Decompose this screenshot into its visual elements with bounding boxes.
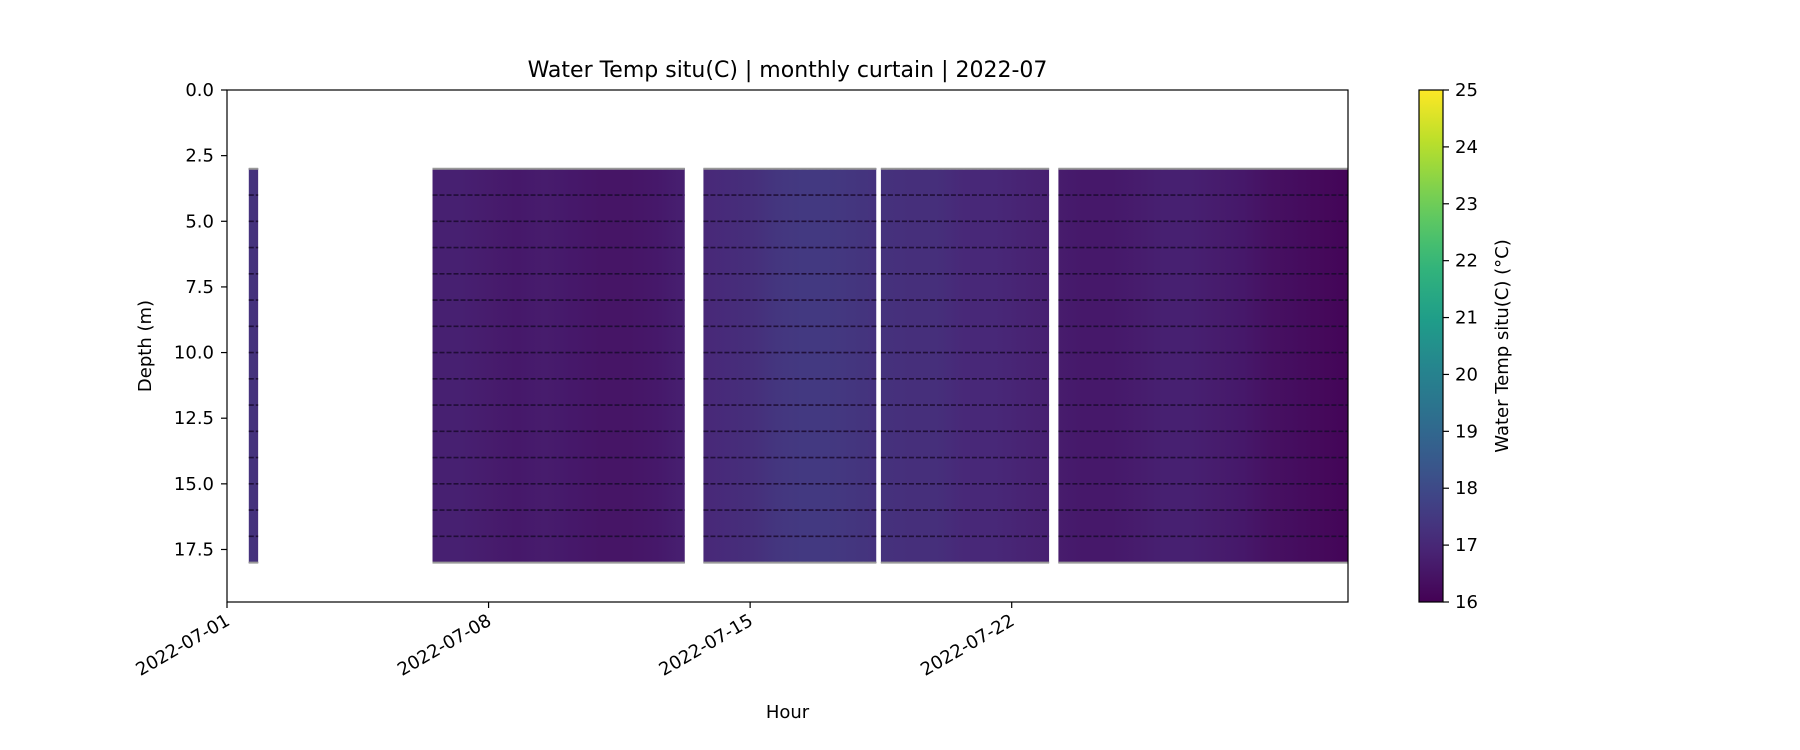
colorbar-tick-label: 20 [1455, 364, 1478, 385]
y-tick-label: 7.5 [185, 277, 214, 298]
colorbar-tick-label: 23 [1455, 194, 1478, 215]
colorbar-tick-label: 17 [1455, 535, 1478, 556]
y-tick-label: 10.0 [174, 343, 214, 364]
y-tick-label: 5.0 [185, 211, 214, 232]
y-tick-label: 17.5 [174, 539, 214, 560]
x-tick-label: 2022-07-08 [394, 610, 495, 680]
curtain-segment [703, 168, 877, 563]
x-tick-label: 2022-07-22 [917, 610, 1018, 680]
x-tick-label: 2022-07-01 [132, 610, 233, 680]
x-tick-label: 2022-07-15 [656, 610, 757, 680]
colorbar-tick-label: 24 [1455, 137, 1478, 158]
plot-frame [226, 89, 1349, 603]
colorbar: 16 17 18 19 20 21 22 23 24 25 [1418, 80, 1478, 613]
heatmap-layer [248, 167, 1348, 564]
curtain-segment [248, 168, 259, 563]
colorbar-tick-label: 19 [1455, 421, 1478, 442]
y-tick-label: 2.5 [185, 146, 214, 167]
colorbar-tick-label: 22 [1455, 251, 1478, 272]
colorbar-label: Water Temp situ(C) (°C) [1492, 239, 1513, 452]
curtain-segment [880, 168, 1050, 563]
curtain-segment [1058, 168, 1348, 563]
colorbar-tick-label: 21 [1455, 308, 1478, 329]
y-tick-label: 15.0 [174, 474, 214, 495]
y-tick-label: 12.5 [174, 408, 214, 429]
y-axis-ticks: 0.0 2.5 5.0 7.5 10.0 12.5 15.0 17.5 [174, 80, 227, 560]
x-axis-ticks: 2022-07-01 2022-07-08 2022-07-15 2022-07-22 [132, 602, 1018, 681]
x-axis-label: Hour [766, 702, 810, 723]
chart-title: Water Temp situ(C) | monthly curtain | 2… [528, 58, 1048, 83]
colorbar-tick-label: 16 [1455, 592, 1478, 613]
y-tick-label: 0.0 [185, 80, 214, 101]
colorbar-gradient [1418, 89, 1444, 603]
colorbar-tick-label: 18 [1455, 478, 1478, 499]
y-axis-label: Depth (m) [135, 300, 156, 392]
curtain-segment [432, 168, 685, 563]
colorbar-tick-label: 25 [1455, 80, 1478, 101]
